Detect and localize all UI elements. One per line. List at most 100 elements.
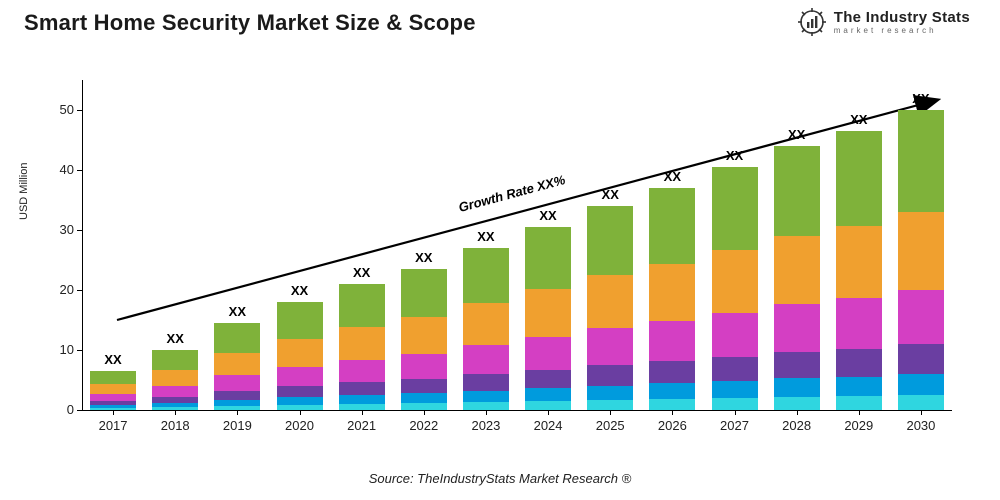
bar-segment <box>836 349 882 377</box>
bar-segment <box>774 146 820 236</box>
bar-segment <box>463 303 509 345</box>
bar-segment <box>836 226 882 299</box>
bar-segment <box>898 344 944 374</box>
brand-logo: The Industry Stats market research <box>798 8 970 36</box>
bar-segment <box>277 386 323 397</box>
y-tick: 50 <box>50 102 74 117</box>
x-axis-line <box>82 410 952 411</box>
bar-segment <box>152 370 198 386</box>
logo-sub-text: market research <box>834 27 970 35</box>
x-tick-mark <box>797 410 798 415</box>
y-tick: 10 <box>50 342 74 357</box>
x-tick-mark <box>424 410 425 415</box>
bar-value-label: XX <box>829 112 889 127</box>
bar-segment <box>277 367 323 386</box>
bar-segment <box>649 188 695 263</box>
bar-segment <box>525 401 571 410</box>
x-tick: 2025 <box>596 418 625 433</box>
x-tick: 2018 <box>161 418 190 433</box>
x-tick-mark <box>548 410 549 415</box>
x-tick: 2030 <box>906 418 935 433</box>
x-tick: 2029 <box>844 418 873 433</box>
bar-value-label: XX <box>580 187 640 202</box>
source-caption: Source: TheIndustryStats Market Research… <box>0 471 1000 486</box>
bar-value-label: XX <box>83 352 143 367</box>
bar-segment <box>401 403 447 410</box>
bar-segment <box>898 110 944 212</box>
x-tick: 2026 <box>658 418 687 433</box>
bar-value-label: XX <box>207 304 267 319</box>
bar-segment <box>152 350 198 370</box>
bar-segment <box>525 388 571 401</box>
bar-group <box>463 248 509 410</box>
bar-group <box>774 146 820 410</box>
bar-value-label: XX <box>394 250 454 265</box>
x-tick: 2024 <box>534 418 563 433</box>
bar-value-label: XX <box>145 331 205 346</box>
bar-value-label: XX <box>642 169 702 184</box>
bar-segment <box>214 375 260 391</box>
y-tick: 40 <box>50 162 74 177</box>
bar-segment <box>214 353 260 376</box>
x-tick-mark <box>486 410 487 415</box>
bar-group <box>525 227 571 410</box>
bar-segment <box>774 236 820 305</box>
x-tick-mark <box>921 410 922 415</box>
bar-segment <box>401 354 447 379</box>
bar-segment <box>587 400 633 410</box>
bar-segment <box>214 391 260 400</box>
y-tick: 30 <box>50 222 74 237</box>
bar-segment <box>339 284 385 327</box>
x-tick-mark <box>362 410 363 415</box>
bar-segment <box>463 345 509 374</box>
x-tick: 2027 <box>720 418 749 433</box>
bar-segment <box>463 374 509 390</box>
bar-segment <box>339 327 385 360</box>
bar-segment <box>277 339 323 367</box>
x-tick: 2023 <box>471 418 500 433</box>
bar-value-label: XX <box>332 265 392 280</box>
plot-area: Growth Rate XX% XXXXXXXXXXXXXXXXXXXXXXXX… <box>82 80 952 410</box>
bar-group <box>339 284 385 410</box>
bar-segment <box>836 377 882 397</box>
y-tick: 20 <box>50 282 74 297</box>
bar-segment <box>774 304 820 352</box>
gear-chart-icon <box>798 8 826 36</box>
bar-group <box>401 269 447 410</box>
bar-segment <box>90 394 136 401</box>
bar-group <box>214 323 260 410</box>
bar-segment <box>525 337 571 370</box>
x-tick: 2020 <box>285 418 314 433</box>
chart-title: Smart Home Security Market Size & Scope <box>24 10 476 36</box>
bar-segment <box>401 393 447 403</box>
bar-segment <box>401 379 447 393</box>
bar-segment <box>90 371 136 384</box>
x-tick: 2021 <box>347 418 376 433</box>
bar-segment <box>898 395 944 410</box>
x-tick-mark <box>672 410 673 415</box>
y-tick: 0 <box>50 402 74 417</box>
bar-segment <box>649 361 695 383</box>
bar-group <box>898 110 944 410</box>
bar-segment <box>463 391 509 402</box>
bar-segment <box>463 402 509 410</box>
bar-segment <box>339 382 385 395</box>
x-tick-mark <box>237 410 238 415</box>
bar-value-label: XX <box>891 91 951 106</box>
bar-segment <box>712 357 758 381</box>
bar-segment <box>836 298 882 348</box>
bar-segment <box>214 323 260 353</box>
bar-segment <box>898 212 944 290</box>
bar-segment <box>401 269 447 317</box>
x-tick-mark <box>113 410 114 415</box>
x-tick-mark <box>610 410 611 415</box>
y-axis-label: USD Million <box>18 163 30 220</box>
bar-segment <box>649 383 695 399</box>
bars-layer: XXXXXXXXXXXXXXXXXXXXXXXXXXXX <box>82 80 952 410</box>
bar-group <box>836 131 882 410</box>
bar-segment <box>587 328 633 365</box>
bar-segment <box>712 167 758 250</box>
x-tick-mark <box>175 410 176 415</box>
bar-segment <box>90 384 136 394</box>
bar-segment <box>152 386 198 397</box>
